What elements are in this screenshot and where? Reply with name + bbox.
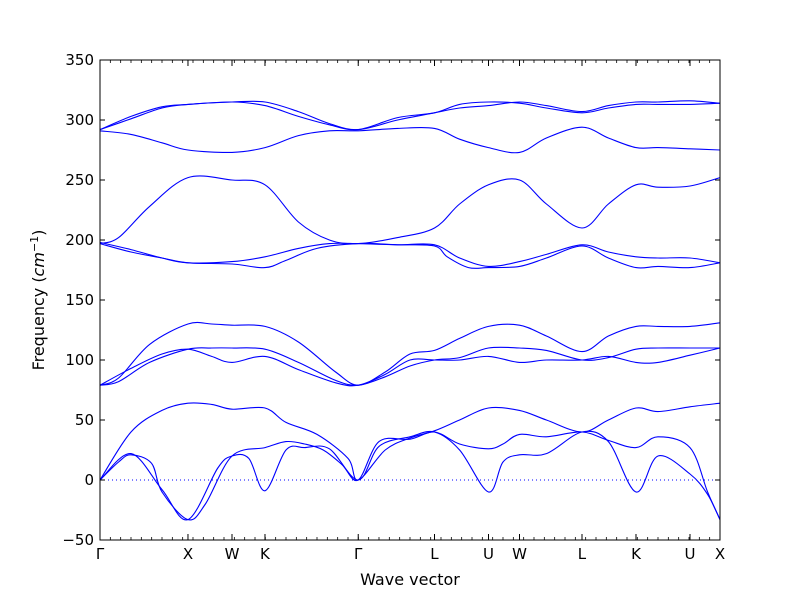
y-tick-labels: −50 0 50 100 150 200 250 300 350 — [62, 51, 94, 549]
y-tick-label: 250 — [65, 171, 94, 189]
x-axis-title: Wave vector — [360, 570, 460, 589]
band-line-12 — [99, 101, 721, 131]
high-symmetry-label: L — [430, 545, 439, 563]
high-symmetry-label: W — [512, 545, 527, 563]
band-line-2 — [99, 430, 721, 521]
high-symmetry-label: Γ — [96, 545, 105, 563]
high-symmetry-label: K — [260, 545, 271, 563]
y-tick-label: 200 — [65, 231, 94, 249]
y-tick-label: −50 — [62, 531, 94, 549]
band-line-5 — [99, 347, 721, 387]
high-symmetry-label: X — [183, 545, 193, 563]
y-axis-title-prefix: Frequency ( — [29, 276, 48, 370]
high-symmetry-label: K — [631, 545, 642, 563]
band-line-6 — [99, 321, 721, 386]
high-symmetry-label: U — [684, 545, 695, 563]
axis-ticks — [99, 59, 721, 541]
band-lines — [99, 100, 721, 521]
y-axis-title-suffix: ) — [29, 230, 48, 236]
y-tick-label: 350 — [65, 51, 94, 69]
y-tick-label: 100 — [65, 351, 94, 369]
high-symmetry-label: X — [715, 545, 725, 563]
band-line-4 — [99, 346, 720, 386]
y-axis-title: Frequency (cm−1) — [28, 230, 48, 371]
band-line-3 — [99, 402, 721, 481]
band-line-8 — [99, 242, 721, 269]
band-line-1 — [99, 431, 721, 521]
y-axis-title-exp: −1 — [28, 236, 41, 252]
y-tick-label: 50 — [75, 411, 94, 429]
high-symmetry-label: U — [483, 545, 494, 563]
high-symmetry-label: L — [578, 545, 587, 563]
band-line-10 — [99, 126, 721, 154]
y-tick-label: 300 — [65, 111, 94, 129]
y-tick-label: 0 — [84, 471, 94, 489]
high-symmetry-label: W — [225, 545, 240, 563]
plot-frame — [99, 59, 721, 541]
band-line-9 — [99, 175, 721, 245]
high-symmetry-label: Γ — [354, 545, 363, 563]
y-tick-label: 150 — [65, 291, 94, 309]
y-axis-title-unit: cm — [29, 252, 48, 276]
